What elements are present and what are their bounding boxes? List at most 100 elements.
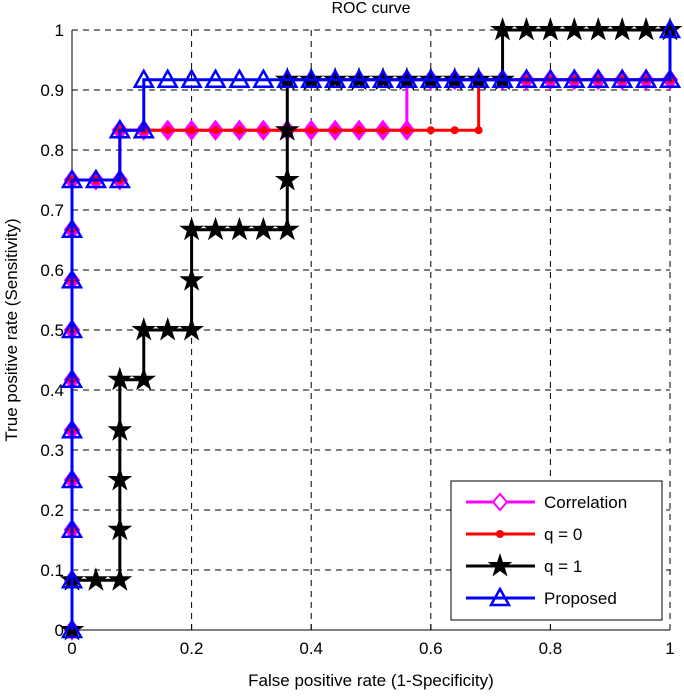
x-tick-label: 0.6 [419,639,443,658]
x-tick-label: 0.4 [299,639,323,658]
star-marker [107,467,133,491]
chart-title: ROC curve [331,0,410,17]
star-marker [490,17,515,41]
star-marker [585,17,611,41]
triangle-marker [156,68,179,89]
x-tick-label: 0.2 [180,639,204,658]
triangle-marker [204,68,227,89]
star-marker [274,216,300,241]
triangle-marker [108,118,131,139]
triangle-marker [491,68,514,89]
legend-item: q = 1 [466,553,582,577]
star-marker [274,167,300,191]
triangle-marker [60,468,84,489]
y-tick-label: 0.7 [40,201,64,220]
star-marker [155,317,180,341]
star-marker [107,366,133,391]
triangle-marker [658,68,682,89]
star-marker [131,366,157,391]
dot-marker [187,126,196,135]
star-marker [633,17,659,41]
triangle-marker [323,68,347,89]
legend-label: Correlation [544,493,627,512]
star-marker [274,117,300,141]
triangle-marker [611,68,634,89]
triangle-marker [60,318,84,339]
star-marker [514,17,539,41]
y-tick-label: 0.2 [40,501,64,520]
star-marker [538,17,563,41]
triangle-marker [60,418,84,439]
triangle-marker [108,168,131,189]
star-marker [179,267,204,291]
triangle-marker [515,68,538,89]
dot-marker [450,126,459,135]
diamond-marker [491,492,509,512]
star-marker [107,516,133,541]
triangle-marker [347,68,371,89]
star-marker [657,17,683,41]
star-marker [487,553,513,577]
star-marker [83,567,109,591]
star-marker [203,216,228,241]
y-axis-label: True positive rate (Sensitivity) [2,218,21,441]
dot-marker [307,126,316,135]
triangle-marker [132,118,155,139]
legend-item: Proposed [466,586,617,608]
y-tick-label: 1 [55,21,64,40]
triangle-marker [300,68,323,89]
x-tick-label: 0 [67,639,76,658]
y-tick-label: 0.9 [40,81,64,100]
triangle-marker [180,68,203,89]
triangle-marker [60,618,84,639]
dot-marker [426,126,435,135]
star-marker [251,216,276,241]
triangle-marker [443,68,466,89]
triangle-marker [60,568,84,589]
triangle-marker [563,68,586,89]
triangle-marker [60,368,84,389]
grid [72,29,671,630]
dot-marker [378,126,387,135]
star-marker [179,216,204,241]
x-tick-label: 1 [665,639,674,658]
legend-label: q = 1 [544,557,582,576]
legend-label: q = 0 [544,525,582,544]
triangle-marker [658,18,682,39]
star-marker [227,216,252,241]
dot-marker [474,126,483,135]
y-tick-label: 0.8 [40,141,64,160]
y-tick-label: 0.6 [40,261,64,280]
dot-marker [235,126,244,135]
star-marker [107,417,133,441]
star-marker [609,17,635,41]
star-marker [107,567,133,591]
dot-marker [331,126,340,135]
dot-marker [211,126,220,135]
dot-marker [496,530,504,538]
triangle-marker [228,68,251,89]
star-marker [562,17,587,41]
triangle-marker [488,586,512,607]
dot-marker [355,126,364,135]
star-marker [179,317,204,341]
x-tick-label: 0.8 [539,639,563,658]
triangle-marker [252,68,275,89]
legend: Correlation q = 0 q = 1 Proposed [450,480,663,621]
triangle-marker [276,68,299,89]
y-tick-label: 0 [55,621,64,640]
triangle-marker [132,68,155,89]
triangle-marker [419,68,442,89]
triangle-marker [371,68,395,89]
y-tick-label: 0.1 [40,561,64,580]
triangle-marker [539,68,562,89]
series-group [59,17,683,641]
triangle-marker [60,168,84,189]
legend-label: Proposed [544,589,617,608]
y-tick-label: 0.5 [40,321,64,340]
triangle-marker [84,168,108,189]
dot-marker [402,126,411,135]
legend-item: q = 0 [466,525,582,544]
triangle-marker [60,218,84,239]
triangle-marker [467,68,490,89]
